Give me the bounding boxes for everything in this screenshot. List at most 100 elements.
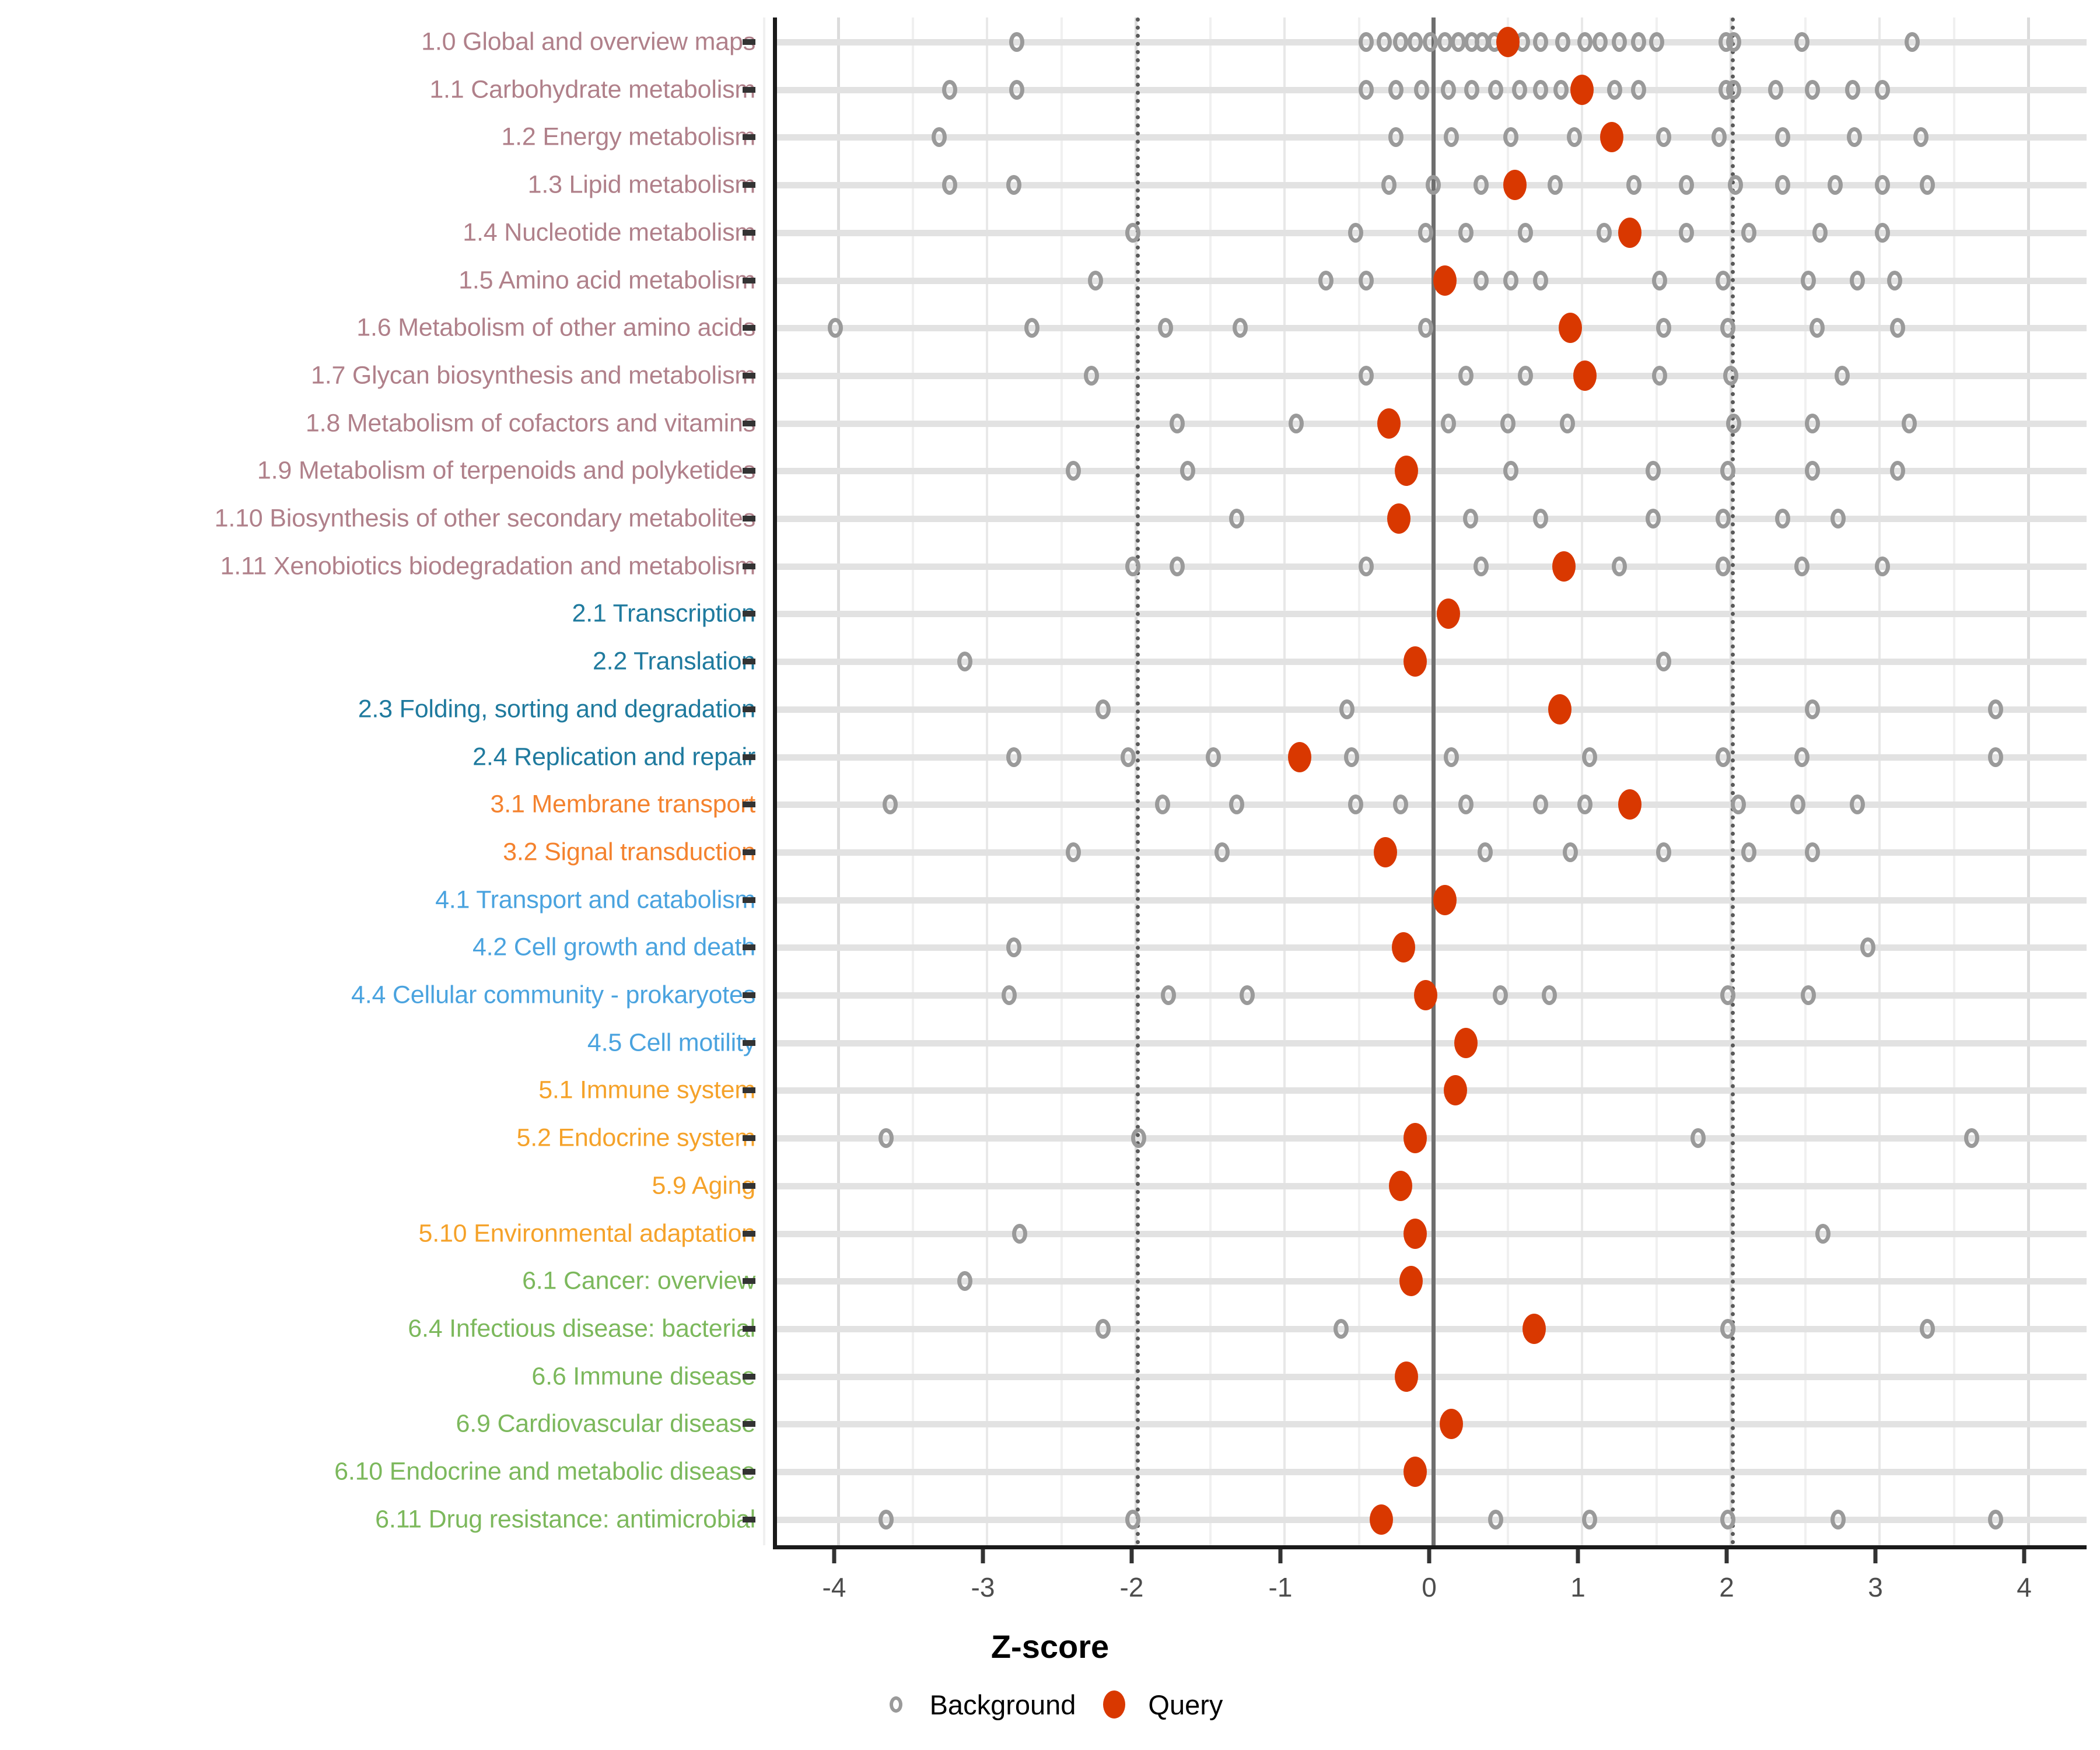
y-axis-tick-mark: [743, 277, 755, 284]
background-point: [1987, 1509, 2003, 1530]
background-point: [1478, 842, 1493, 862]
background-point: [1009, 32, 1024, 52]
background-point: [1083, 365, 1099, 386]
background-point: [932, 127, 947, 148]
background-point: [1768, 79, 1783, 100]
x-axis-tick-mark: [981, 1549, 985, 1563]
y-axis-tick-label: 1.9 Metabolism of terpenoids and polyket…: [257, 456, 755, 485]
x-axis-tick-label: -1: [1268, 1572, 1293, 1602]
background-point: [1488, 1509, 1504, 1530]
background-point: [1002, 985, 1017, 1005]
background-point: [1730, 794, 1746, 815]
background-point: [1860, 937, 1875, 958]
y-axis-tick-label: 5.2 Endocrine system: [516, 1124, 756, 1152]
background-point: [1154, 794, 1170, 815]
background-point: [1607, 79, 1623, 100]
y-axis-tick-mark: [743, 944, 755, 951]
background-point: [1359, 365, 1374, 386]
background-point: [1726, 413, 1742, 433]
gridline-vertical-minor: [1506, 18, 1509, 1545]
background-point: [1418, 318, 1434, 338]
background-point: [1678, 175, 1694, 195]
background-point: [1518, 222, 1534, 243]
background-point: [1388, 127, 1404, 148]
x-axis-tick-label: 4: [2017, 1572, 2032, 1602]
y-axis-tick-label: 5.1 Immune system: [538, 1076, 755, 1104]
y-axis-tick-label: 5.10 Environmental adaptation: [418, 1219, 756, 1247]
x-axis-tick-label: -2: [1119, 1572, 1144, 1602]
y-axis-tick-label: 1.0 Global and overview maps: [421, 27, 755, 56]
y-axis-tick-label: 6.11 Drug resistance: antimicrobial: [375, 1505, 755, 1534]
y-axis-tick-label: 4.5 Cell motility: [587, 1028, 755, 1057]
y-axis-tick-label: 1.10 Biosynthesis of other secondary met…: [214, 504, 756, 533]
background-point: [1875, 222, 1891, 243]
query-point: [1395, 456, 1419, 487]
background-point: [1849, 794, 1865, 815]
y-axis-tick-label: 1.3 Lipid metabolism: [527, 170, 756, 199]
background-point: [1919, 1318, 1935, 1339]
x-axis-tick-label: 0: [1422, 1572, 1437, 1602]
legend-item-background: Background: [877, 1686, 1076, 1723]
background-point: [1125, 1509, 1140, 1530]
y-axis-tick-mark: [743, 1087, 755, 1094]
x-axis-tick-mark: [1129, 1549, 1134, 1563]
background-point: [1964, 1128, 1980, 1149]
background-point: [1006, 175, 1021, 195]
background-point: [1800, 985, 1816, 1005]
background-point: [1875, 556, 1891, 576]
chart-legend: Background Query: [0, 1686, 2100, 1723]
gridline-vertical-minor: [911, 18, 914, 1545]
legend-item-query: Query: [1096, 1686, 1223, 1723]
y-axis-tick-label: 1.8 Metabolism of cofactors and vitamins: [305, 409, 755, 438]
query-point: [1404, 1123, 1427, 1154]
y-axis-tick-mark: [743, 468, 755, 474]
background-point: [1333, 1318, 1349, 1339]
plot-panel: [762, 18, 2087, 1549]
background-point: [1809, 318, 1825, 338]
background-point: [1716, 747, 1731, 767]
background-point: [1592, 32, 1608, 52]
background-point: [1805, 413, 1821, 433]
background-point: [1987, 699, 2003, 719]
query-point: [1404, 646, 1427, 677]
y-axis-tick-label: 4.4 Cellular community - prokaryotes: [351, 981, 755, 1009]
query-point: [1522, 1313, 1546, 1344]
background-point: [1422, 32, 1438, 52]
x-axis-tick-mark: [1278, 1549, 1283, 1563]
query-point: [1436, 598, 1460, 629]
background-point: [1720, 1318, 1735, 1339]
x-axis-title: Z-score: [991, 1628, 1110, 1665]
x-axis-tick-label: -4: [822, 1572, 846, 1602]
threshold-reference-line: [1731, 18, 1735, 1545]
background-point: [1088, 270, 1104, 290]
background-point: [1656, 652, 1672, 672]
filled-circle-icon: [1096, 1686, 1133, 1723]
background-point: [1919, 175, 1935, 195]
background-point: [1581, 747, 1597, 767]
background-point: [1503, 461, 1518, 481]
y-axis-tick-mark: [743, 1325, 755, 1332]
background-point: [1805, 842, 1821, 862]
x-axis-tick-mark: [832, 1549, 836, 1563]
background-point: [1794, 556, 1810, 576]
gridline-vertical-minor: [1209, 18, 1212, 1545]
background-point: [1541, 985, 1557, 1005]
y-axis-tick-label: 1.4 Nucleotide metabolism: [463, 218, 755, 247]
background-point: [1553, 79, 1569, 100]
background-point: [1532, 270, 1548, 290]
background-point: [1161, 985, 1177, 1005]
background-point: [1180, 461, 1196, 481]
y-axis-tick-mark: [743, 897, 755, 903]
background-point: [1518, 365, 1534, 386]
query-point: [1618, 789, 1642, 820]
query-point: [1558, 313, 1582, 344]
background-point: [1581, 1509, 1597, 1530]
background-point: [1794, 747, 1810, 767]
background-point: [1229, 794, 1245, 815]
y-axis-tick-mark: [743, 849, 755, 855]
background-point: [1503, 127, 1518, 148]
background-point: [1794, 32, 1810, 52]
x-axis-tick-mark: [1576, 1549, 1580, 1563]
background-point: [878, 1128, 894, 1149]
background-point: [1913, 127, 1929, 148]
